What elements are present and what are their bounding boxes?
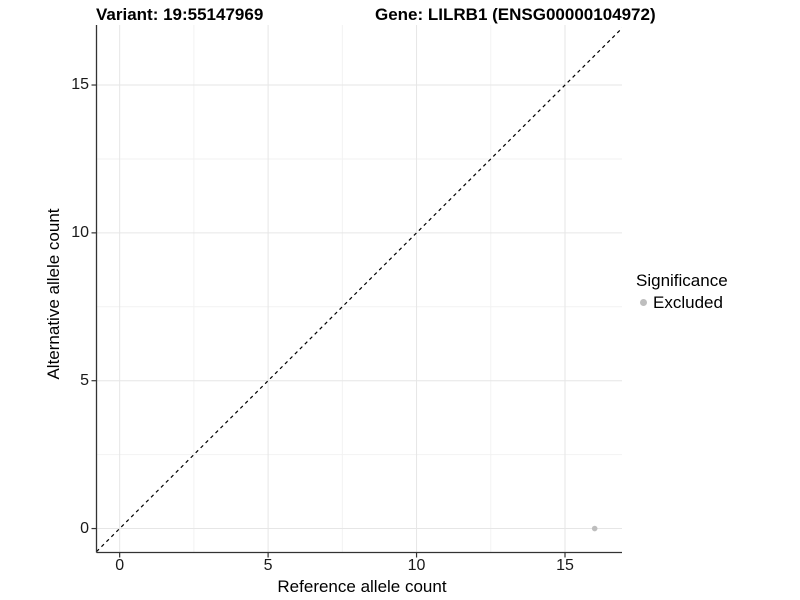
legend: Significance Excluded [636, 271, 728, 312]
legend-item-label: Excluded [653, 293, 723, 312]
y-tick-label: 5 [80, 371, 89, 389]
legend-title: Significance [636, 271, 728, 290]
x-tick-label: 0 [115, 557, 125, 574]
y-tick-label: 10 [71, 223, 89, 241]
x-axis-title: Reference allele count [277, 577, 447, 596]
excluded-point-icon [640, 299, 647, 306]
x-tick-label: 10 [407, 557, 426, 574]
identity-reference-line [96, 27, 622, 553]
plot-title-variant: Variant: 19:55147969 [96, 5, 264, 24]
x-tick-label: 15 [556, 557, 574, 574]
legend-item-excluded: Excluded [636, 293, 728, 312]
data-point [591, 525, 598, 532]
y-axis-title: Alternative allele count [44, 208, 63, 380]
y-tick-label: 15 [71, 76, 89, 94]
plot-title-gene: Gene: LILRB1 (ENSG00000104972) [375, 5, 656, 24]
x-tick-label: 5 [263, 557, 273, 574]
y-tick-label: 0 [80, 519, 89, 537]
